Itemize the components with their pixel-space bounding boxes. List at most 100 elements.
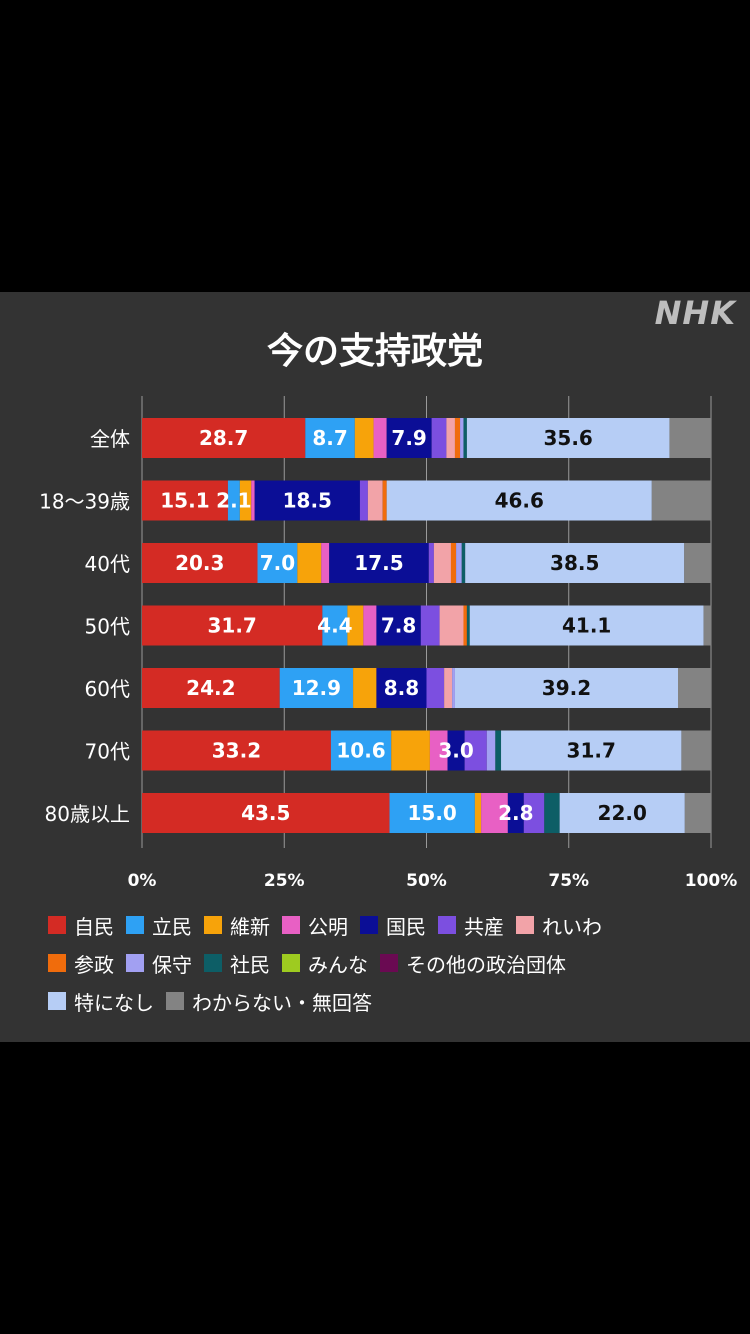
legend-item: 公明: [282, 912, 348, 939]
data-label: 31.7: [567, 739, 616, 763]
bar-segment: [367, 480, 383, 521]
data-label: 8.8: [384, 676, 419, 700]
bar-segment: [142, 480, 228, 521]
bar-segment: [439, 605, 464, 646]
legend-item: れいわ: [516, 912, 602, 939]
data-label: 15.0: [408, 801, 457, 825]
bar-segment: [481, 793, 508, 833]
bar-segment: [142, 730, 331, 771]
legend-label: 公明: [308, 914, 348, 939]
legend-item: 国民: [360, 912, 426, 939]
x-tick-label: 50%: [406, 871, 447, 891]
data-label: 33.2: [212, 739, 261, 763]
bar-segment: [677, 668, 711, 708]
bar-segment: [429, 730, 448, 771]
legend-label: れいわ: [542, 914, 602, 939]
bar-segment: [501, 730, 682, 771]
legend-label: みんな: [308, 952, 368, 977]
legend-item: 維新: [204, 912, 270, 939]
legend-item: 共産: [438, 912, 504, 939]
bar-segment: [382, 480, 387, 521]
bar-segment: [684, 793, 711, 833]
data-label: 38.5: [550, 551, 599, 575]
legend-swatch: [438, 916, 456, 934]
legend-label: わからない・無回答: [192, 990, 372, 1015]
x-tick-label: 100%: [685, 871, 738, 891]
data-label: 18.5: [283, 489, 332, 513]
legend-item: 特になし: [48, 988, 154, 1015]
bar-segment: [460, 418, 464, 458]
data-label: 24.2: [186, 676, 235, 700]
data-label: 31.7: [208, 614, 257, 638]
bar-segment: [463, 605, 467, 646]
category-label: 全体: [90, 427, 130, 451]
x-tick-label: 0%: [128, 871, 157, 891]
data-label: 12.9: [292, 676, 341, 700]
bar-segment: [454, 418, 461, 458]
legend-label: 自民: [74, 914, 114, 939]
data-label: 41.1: [562, 614, 611, 638]
bar-segment: [386, 480, 652, 521]
category-label: 40代: [85, 552, 130, 576]
legend-swatch: [126, 916, 144, 934]
data-label: 10.6: [336, 739, 385, 763]
category-label: 50代: [85, 615, 130, 639]
legend-label: その他の政治団体: [406, 952, 566, 977]
bar-segment: [486, 730, 496, 771]
bar-segment: [466, 418, 670, 458]
data-label: 3.0: [438, 739, 473, 763]
bar-segment: [359, 480, 368, 521]
legend-label: 国民: [386, 914, 426, 939]
bar-segment: [376, 668, 427, 708]
bar-segment: [447, 730, 465, 771]
data-label: 35.6: [544, 426, 593, 450]
stacked-bar-chart: 全体 28.7 8.7 7.9 35.6 18〜39歳 15.1 2.1 18.5 46.6 40代…: [39, 396, 738, 891]
data-label: 8.7: [312, 426, 347, 450]
legend-swatch: [48, 916, 66, 934]
legend-item: わからない・無回答: [166, 988, 372, 1015]
bar-segment: [389, 793, 475, 833]
bar-segment: [305, 418, 355, 458]
bar-segment: [297, 543, 322, 583]
legend-swatch: [282, 916, 300, 934]
bar-segment: [142, 418, 306, 458]
bar-segment: [257, 543, 298, 583]
bar-segment: [354, 418, 374, 458]
data-label: 28.7: [199, 426, 248, 450]
data-label: 17.5: [354, 551, 403, 575]
bar-segment: [544, 793, 560, 833]
bar-segment: [279, 668, 354, 708]
bar-segment: [681, 730, 711, 771]
data-label: 22.0: [598, 801, 647, 825]
bar-segment: [463, 418, 467, 458]
bar-segment: [446, 418, 455, 458]
bar-segment: [376, 605, 421, 646]
bar-segment: [466, 605, 470, 646]
legend-label: 共産: [464, 914, 504, 939]
bar-segment: [373, 418, 387, 458]
legend-item: 立民: [126, 912, 192, 939]
legend-swatch: [360, 916, 378, 934]
data-label: 4.4: [317, 614, 352, 638]
bar-segment: [391, 730, 430, 771]
bar-segment: [363, 605, 377, 646]
legend-item: その他の政治団体: [380, 950, 566, 977]
bar-segment: [330, 730, 392, 771]
bar-segment: [227, 480, 240, 521]
bar-segment: [559, 793, 685, 833]
bar-segment: [651, 480, 711, 521]
data-label: 46.6: [495, 489, 544, 513]
category-label: 80歳以上: [45, 802, 130, 826]
data-label: 20.3: [175, 551, 224, 575]
bar-segment: [322, 605, 348, 646]
data-label: 7.0: [260, 551, 295, 575]
bar-segment: [444, 668, 453, 708]
bar-segment: [142, 668, 280, 708]
bar-segment: [426, 668, 445, 708]
legend-label: 立民: [152, 914, 192, 939]
bar-segment: [142, 605, 323, 646]
legend-label: 維新: [230, 914, 270, 939]
legend-swatch: [126, 954, 144, 972]
legend-swatch: [48, 954, 66, 972]
bar-segment: [431, 418, 447, 458]
